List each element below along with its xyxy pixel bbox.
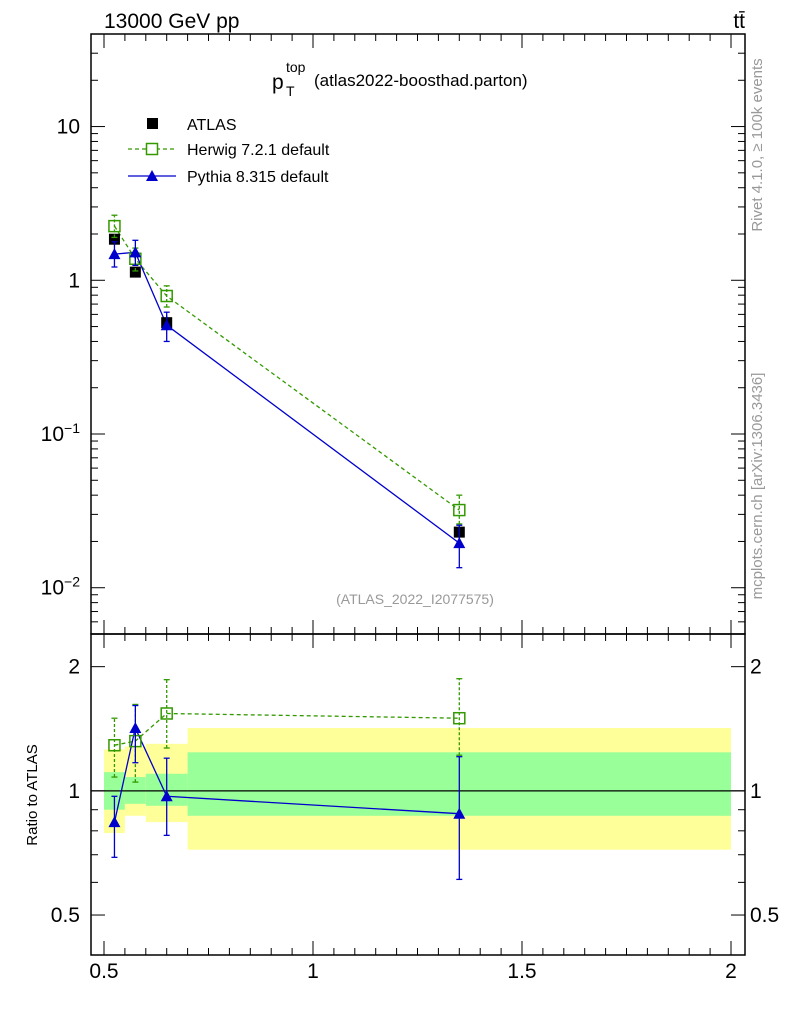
legend-atlas-label: ATLAS bbox=[187, 117, 237, 134]
main-y-tick-label: 10 bbox=[57, 116, 80, 139]
ratio-herwig-point-3 bbox=[453, 711, 466, 725]
ratio-y-tick-label-left: 1 bbox=[68, 780, 80, 803]
mcplots-label: mcplots.cern.ch [arXiv:1306.3436] bbox=[749, 373, 766, 600]
herwig-point-0 bbox=[108, 219, 121, 233]
ratio-y-tick-label-right: 0.5 bbox=[750, 904, 779, 927]
x-tick-label: 2 bbox=[725, 960, 737, 983]
ratio-ylabel: Ratio to ATLAS bbox=[24, 744, 41, 845]
legend-entry-pythia: Pythia 8.315 default bbox=[128, 169, 329, 186]
pythia-point-1 bbox=[129, 246, 142, 258]
ratio-pythia-point-3 bbox=[453, 807, 466, 819]
pythia-line bbox=[114, 251, 460, 544]
ratio-herwig-point-2 bbox=[160, 707, 173, 720]
main-panel: 10 1 10−1 10−2 bbox=[41, 33, 746, 635]
ratio-y-tick-label-right: 1 bbox=[750, 780, 762, 803]
ratio-pythia-point-1 bbox=[129, 722, 142, 734]
title-main-symbol: p bbox=[272, 71, 284, 94]
main-y-tick-label: 10−2 bbox=[41, 574, 81, 600]
ratio-y-tick-label-right: 2 bbox=[750, 656, 762, 679]
pythia-point-2 bbox=[160, 319, 173, 331]
pythia-point-0 bbox=[108, 248, 121, 260]
atlas-point-0 bbox=[108, 233, 120, 245]
ratio-pythia-line bbox=[113, 725, 460, 823]
legend-pythia-label: Pythia 8.315 default bbox=[187, 169, 329, 186]
herwig-point-2 bbox=[160, 289, 173, 303]
x-tick-label: 1 bbox=[307, 960, 319, 983]
x-tick-label: 1.5 bbox=[507, 960, 536, 983]
process-label: tt̄ bbox=[733, 10, 745, 33]
ratio-y-tick-label-left: 0.5 bbox=[51, 904, 80, 927]
ratio-herwig-line bbox=[114, 712, 460, 746]
title-analysis: (atlas2022-boosthad.parton) bbox=[314, 71, 528, 90]
title-superscript: top bbox=[286, 59, 306, 75]
legend-herwig-label: Herwig 7.2.1 default bbox=[187, 142, 330, 159]
ratio-pythia-point-2 bbox=[160, 790, 173, 802]
x-tick-label: 0.5 bbox=[89, 960, 118, 983]
ratio-herwig-point-0 bbox=[108, 738, 121, 752]
analysis-watermark: (ATLAS_2022_I2077575) bbox=[336, 591, 494, 607]
ratio-panel: 0.5 1 1.5 2 2 2 1 1 0.5 0.5 bbox=[51, 633, 779, 983]
legend-pythia-marker bbox=[146, 170, 158, 181]
pythia-point-3 bbox=[453, 537, 466, 549]
herwig-point-3 bbox=[453, 503, 466, 517]
legend-herwig-marker bbox=[145, 142, 159, 156]
ratio-pythia-point-0 bbox=[108, 816, 121, 828]
main-y-tick-label: 10−1 bbox=[41, 420, 81, 446]
ratio-y-tick-label-left: 2 bbox=[68, 656, 80, 679]
legend: ATLAS Herwig 7.2.1 default Pythia 8.315 … bbox=[128, 117, 330, 186]
legend-atlas-marker bbox=[147, 118, 158, 129]
rivet-label: Rivet 4.1.0, ≥ 100k events bbox=[749, 58, 766, 231]
legend-entry-herwig: Herwig 7.2.1 default bbox=[128, 142, 330, 159]
herwig-line bbox=[113, 225, 460, 511]
title-subscript: T bbox=[286, 83, 295, 99]
legend-entry-atlas: ATLAS bbox=[147, 117, 237, 134]
main-y-tick-label: 1 bbox=[68, 269, 80, 292]
energy-label: 13000 GeV pp bbox=[104, 10, 239, 33]
atlas-point-1 bbox=[129, 266, 141, 278]
main-title: p top T (atlas2022-boosthad.parton) bbox=[272, 59, 528, 99]
